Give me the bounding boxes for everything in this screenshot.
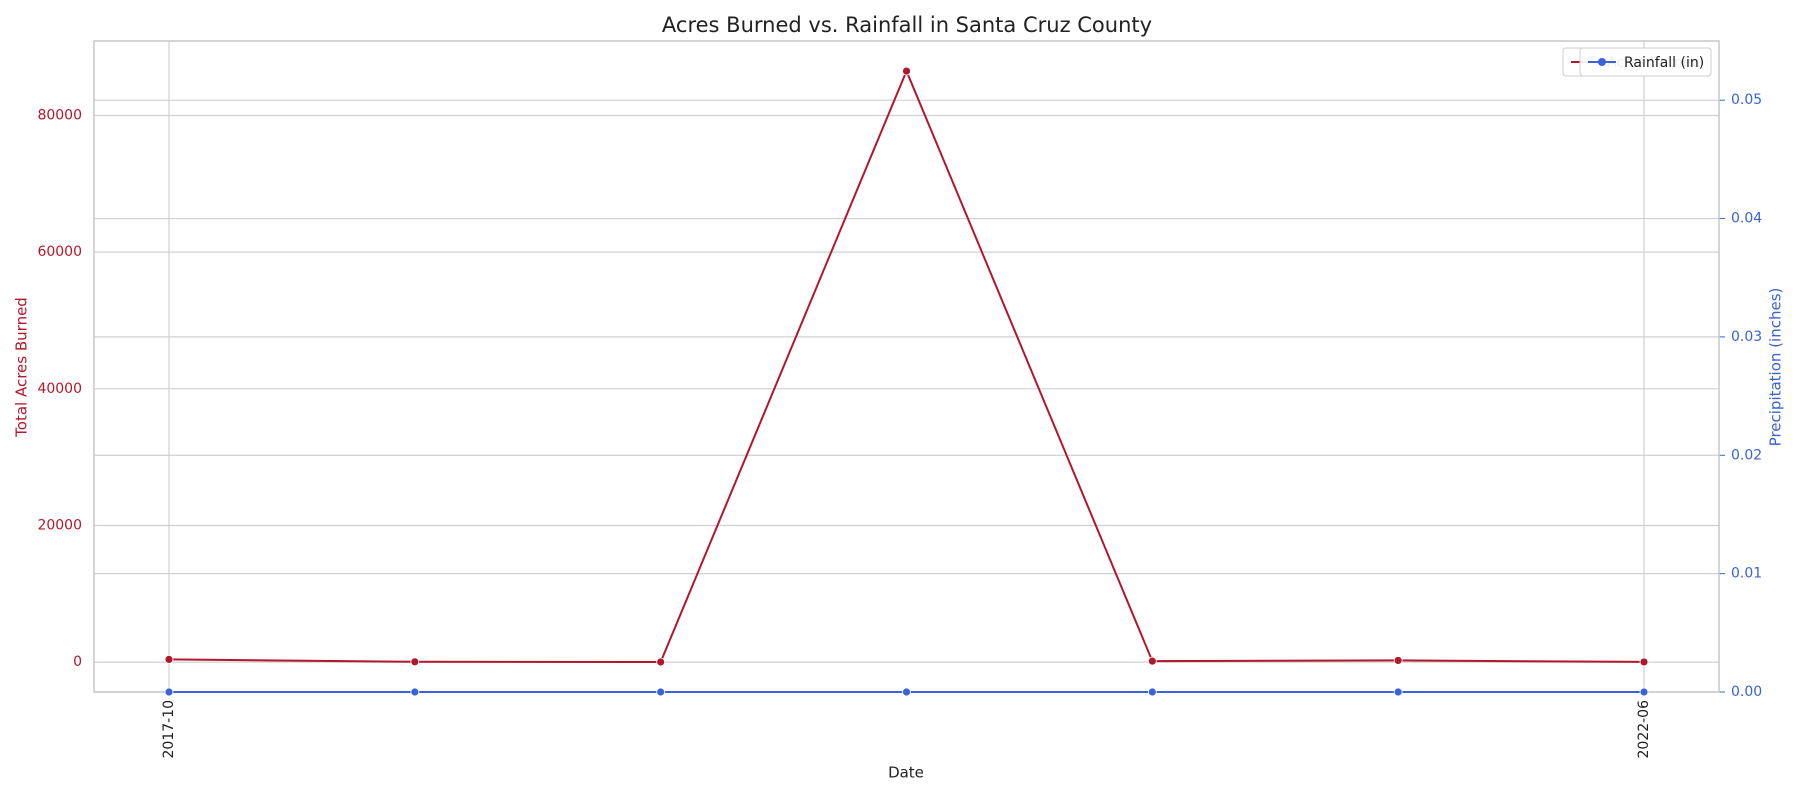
point xyxy=(1639,687,1649,697)
point xyxy=(410,687,420,697)
y-tick-label: 0 xyxy=(73,654,82,670)
x-axis-label: Date xyxy=(888,764,924,782)
point xyxy=(1639,657,1649,667)
point xyxy=(164,687,174,697)
y-tick-label: 60000 xyxy=(37,244,82,260)
y2-tick-label: 0.05 xyxy=(1731,92,1762,108)
point xyxy=(1147,656,1157,666)
y2-axis-label: Precipitation (inches) xyxy=(1767,288,1785,447)
point xyxy=(164,655,174,664)
legend-marker xyxy=(1598,58,1606,66)
point xyxy=(656,687,666,697)
point xyxy=(902,687,911,697)
point xyxy=(1393,687,1403,697)
x-tick-label: 2017-10 xyxy=(161,700,177,759)
y2-tick-label: 0.01 xyxy=(1731,566,1762,582)
y2-tick-label: 0.03 xyxy=(1731,329,1762,345)
y-tick-label: 40000 xyxy=(37,381,82,397)
y2-tick-label: 0.02 xyxy=(1731,447,1762,463)
point xyxy=(656,657,666,667)
point xyxy=(1147,687,1157,697)
legend-box xyxy=(1579,47,1712,77)
point xyxy=(1393,656,1403,665)
y2-tick-label: 0.00 xyxy=(1731,684,1762,700)
y-tick-label: 20000 xyxy=(37,517,82,533)
point xyxy=(902,66,911,76)
point xyxy=(410,657,420,667)
chart-title: Acres Burned vs. Rainfall in Santa Cruz … xyxy=(662,13,1152,37)
y2-tick-label: 0.04 xyxy=(1731,211,1762,227)
legend-label: Rainfall (in) xyxy=(1624,55,1704,71)
y-tick-label: 80000 xyxy=(37,107,82,123)
y-axis-label: Total Acres Burned xyxy=(13,297,31,438)
x-tick-label: 2022-06 xyxy=(1636,700,1652,759)
